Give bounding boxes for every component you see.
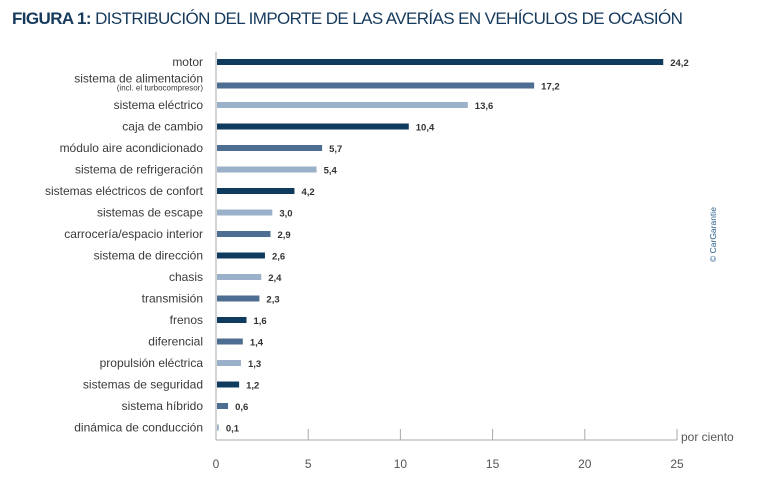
bar [217, 231, 271, 237]
category-label: sistema de alimentación [74, 72, 203, 86]
bar [217, 252, 265, 259]
x-axis-label: por ciento [681, 430, 734, 444]
chart-title-text: DISTRIBUCIÓN DEL IMPORTE DE LAS AVERÍAS … [95, 9, 683, 28]
bar-value-label: 4,2 [301, 187, 314, 198]
bar-value-label: 2,9 [277, 230, 290, 241]
bar-value-label: 24,2 [670, 58, 689, 69]
category-label: transmisión [142, 292, 203, 306]
category-label: sistemas de seguridad [83, 378, 203, 392]
bar [217, 274, 262, 280]
bar [217, 317, 247, 323]
bar-value-label: 2,4 [268, 273, 282, 284]
category-label: sistema híbrido [122, 399, 204, 413]
bar [217, 209, 273, 216]
figure-number: FIGURA 1: [12, 9, 92, 28]
bar [217, 360, 241, 366]
category-label: chasis [169, 270, 203, 284]
category-label: carrocería/espacio interior [64, 227, 203, 241]
bar [217, 338, 243, 345]
x-tick-label: 10 [394, 457, 408, 471]
bar [217, 145, 323, 151]
bar-value-label: 3,0 [279, 209, 292, 220]
copyright-text: © CarGarantie [708, 207, 718, 262]
bar-value-label: 5,4 [324, 166, 338, 177]
category-sublabel: (incl. el turbocompresor) [117, 84, 204, 93]
category-label: sistema de refrigeración [75, 163, 203, 177]
category-label: propulsión eléctrica [100, 356, 204, 370]
bar-value-label: 13,6 [475, 101, 494, 112]
x-tick-label: 15 [486, 457, 500, 471]
bar [217, 295, 260, 302]
category-label: sistema de dirección [94, 249, 203, 263]
bar [217, 381, 240, 388]
chart-title: FIGURA 1: DISTRIBUCIÓN DEL IMPORTE DE LA… [12, 9, 683, 29]
bar [217, 166, 317, 173]
bar-value-label: 2,3 [266, 295, 279, 306]
x-tick-label: 5 [305, 457, 312, 471]
bar-value-label: 0,6 [235, 402, 248, 413]
bar-value-label: 1,6 [254, 316, 267, 327]
bar [217, 123, 409, 130]
bar-value-label: 17,2 [541, 82, 560, 93]
category-label: sistemas de escape [97, 206, 203, 220]
bar [217, 403, 229, 409]
bar [217, 424, 219, 431]
bar-value-label: 1,2 [246, 381, 259, 392]
bar-value-label: 10,4 [416, 123, 435, 134]
category-label: dinámica de conducción [74, 421, 203, 435]
bar-value-label: 1,3 [248, 359, 261, 370]
category-label: diferencial [148, 335, 203, 349]
x-tick-label: 0 [213, 457, 220, 471]
category-label: sistemas eléctricos de confort [45, 184, 204, 198]
category-label: motor [172, 55, 203, 69]
category-label: frenos [170, 313, 203, 327]
bar [217, 102, 468, 108]
x-tick-label: 25 [670, 457, 684, 471]
bar-value-label: 2,6 [272, 252, 285, 263]
category-label: caja de cambio [122, 120, 203, 134]
category-label: sistema eléctrico [114, 98, 204, 112]
bar [217, 82, 535, 89]
bar-value-label: 0,1 [226, 424, 240, 435]
bar-value-label: 5,7 [329, 144, 342, 155]
category-label: módulo aire acondicionado [60, 141, 204, 155]
bar-value-label: 1,4 [250, 338, 264, 349]
x-tick-label: 20 [578, 457, 592, 471]
bar [217, 188, 295, 194]
bar [217, 59, 664, 65]
